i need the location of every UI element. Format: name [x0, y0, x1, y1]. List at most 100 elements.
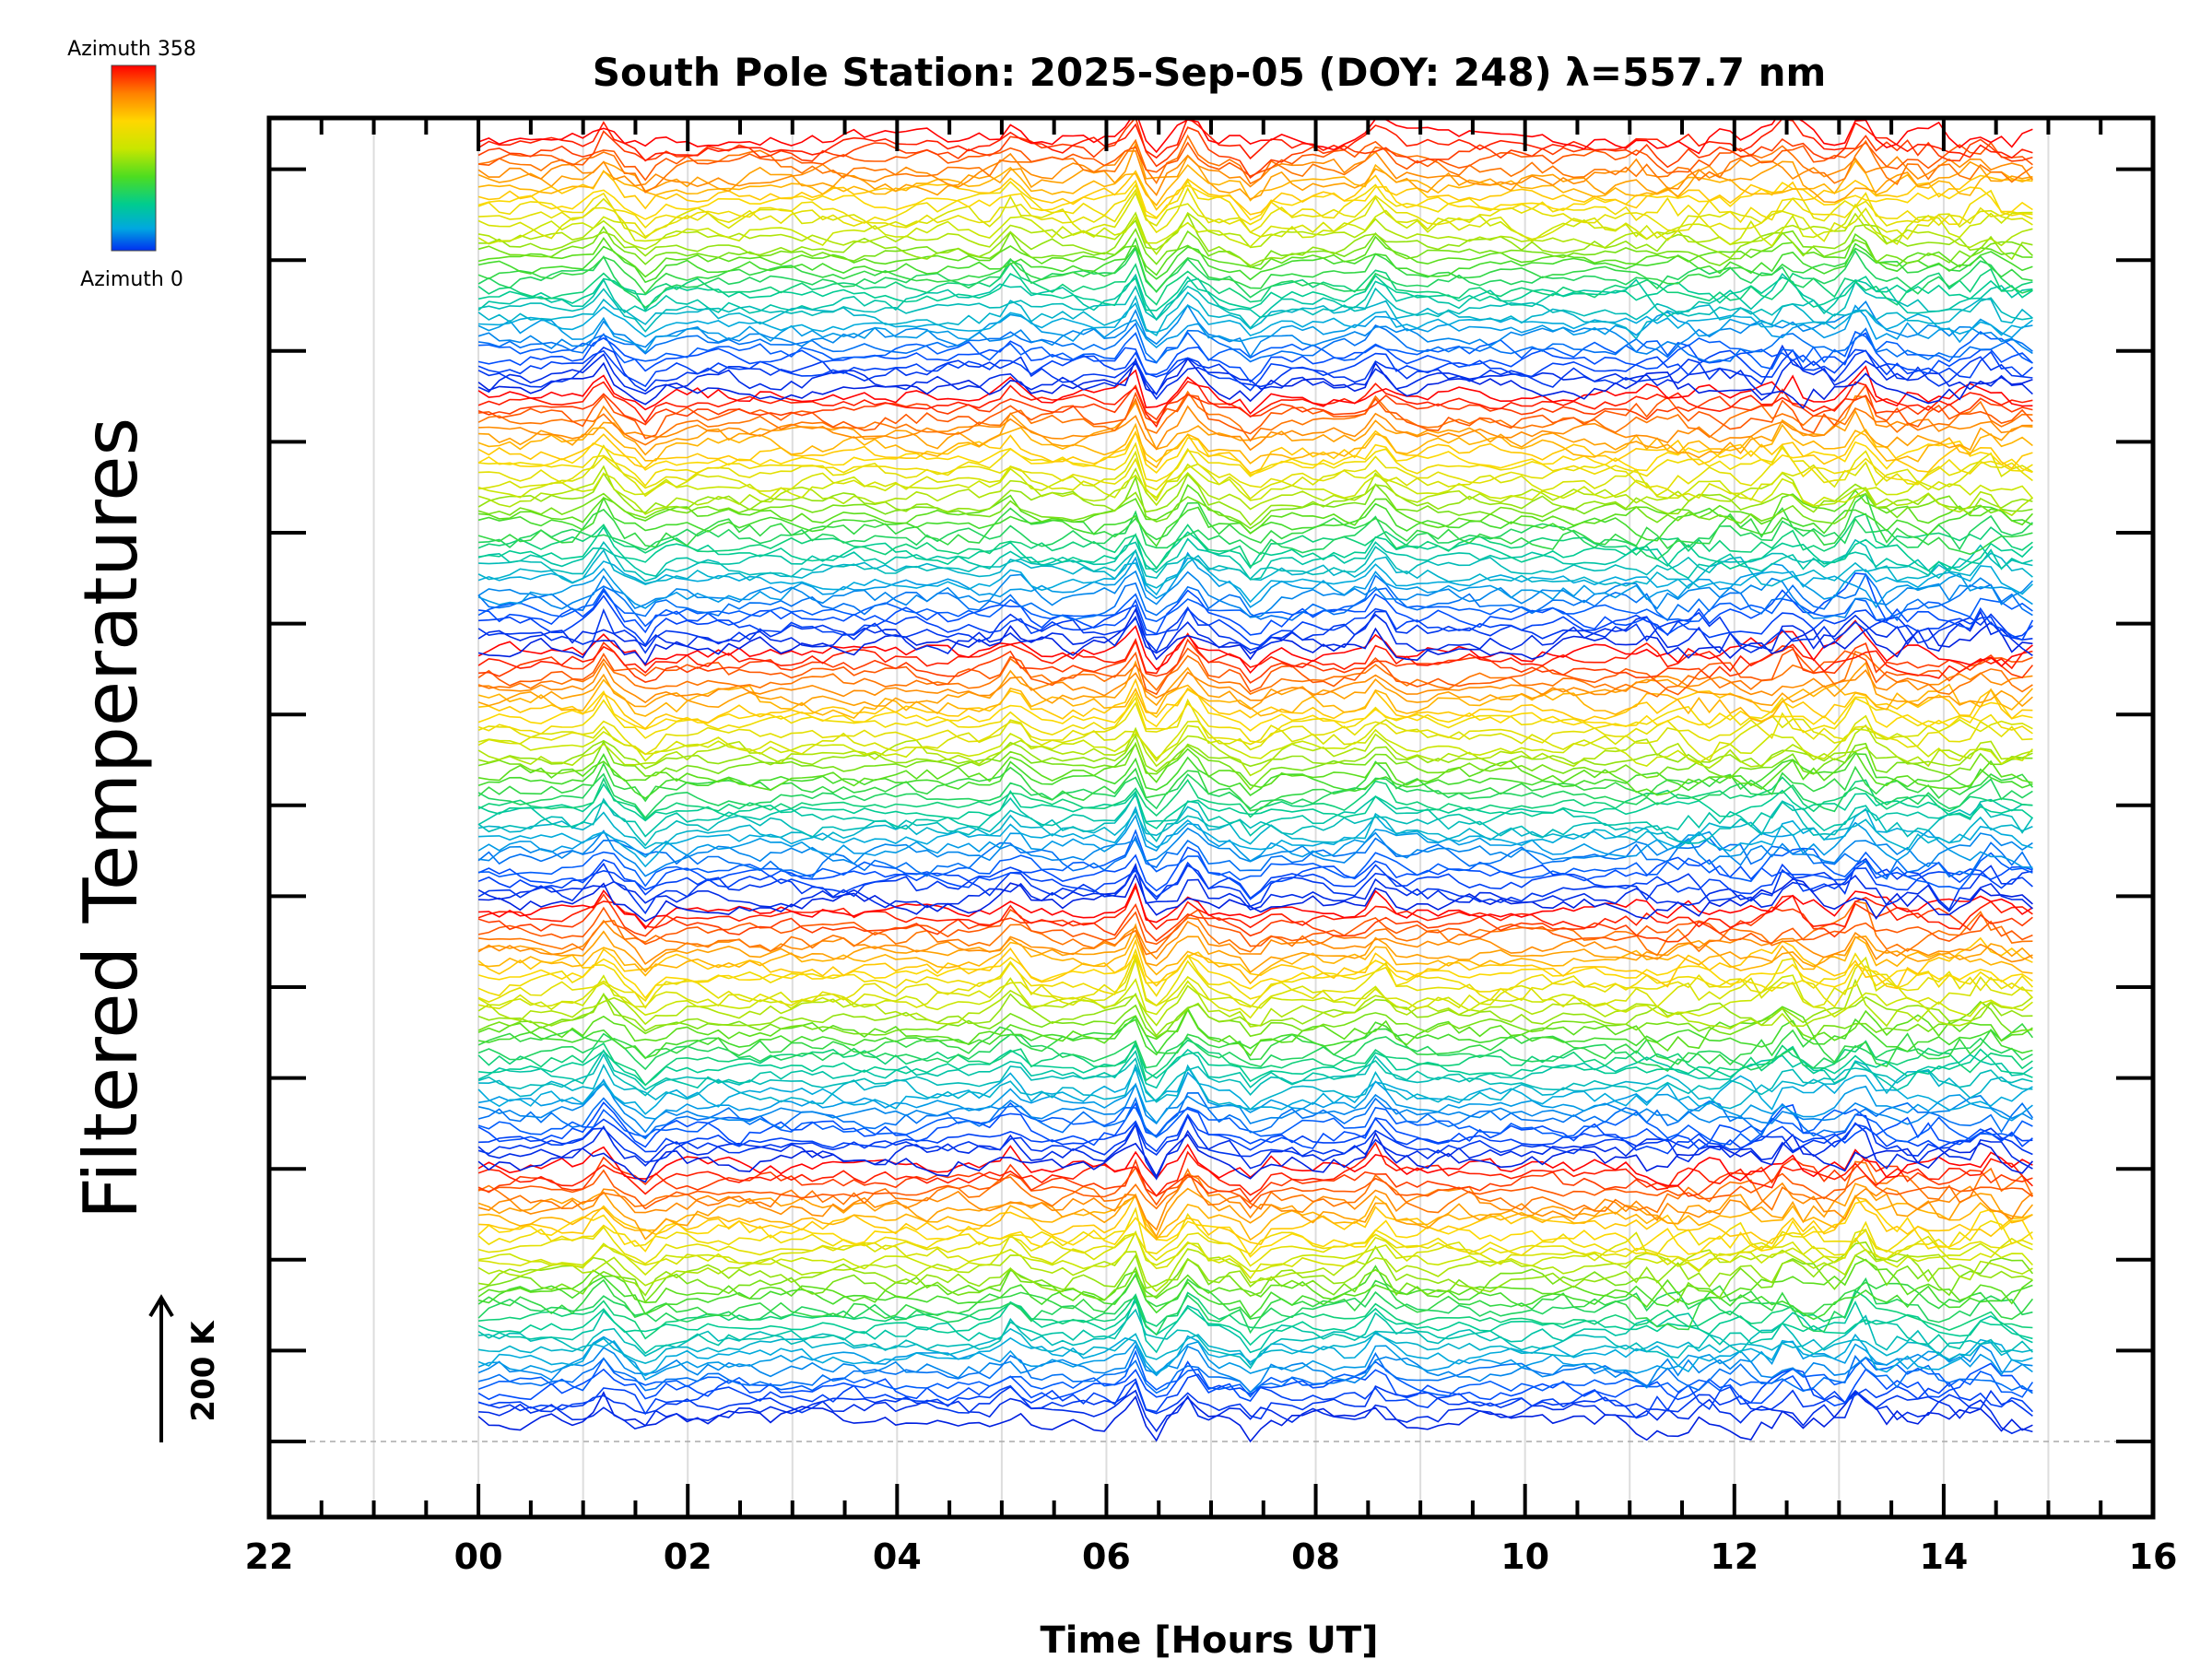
series-line [477, 1344, 2033, 1394]
series-line [478, 394, 2033, 452]
series-line [477, 272, 2033, 312]
series-line [477, 740, 2033, 791]
series-line [477, 956, 2033, 1019]
axes [266, 115, 2156, 1520]
series-line [477, 647, 2033, 696]
series-line [477, 512, 2033, 570]
series-line [478, 1193, 2033, 1245]
series-line [477, 1182, 2034, 1241]
series-line [477, 688, 2033, 732]
series-line [477, 348, 2033, 392]
series-line [478, 882, 2033, 930]
series-line [477, 1241, 2033, 1297]
series-line [478, 1060, 2033, 1111]
series-line [477, 357, 2033, 410]
series-line [477, 232, 2033, 278]
series-line [477, 1131, 2034, 1183]
series-line [477, 884, 2033, 931]
series-line [477, 1226, 2033, 1267]
series-line [477, 1113, 2033, 1163]
series-line [477, 793, 2033, 838]
series-line [477, 1053, 2033, 1103]
series-line [477, 118, 2033, 179]
series-line [477, 557, 2033, 604]
x-tick-label: 10 [1500, 1536, 1549, 1577]
series-line [477, 814, 2033, 868]
series-line [477, 1360, 2033, 1406]
series-line [477, 170, 2033, 216]
series-line [477, 1277, 2033, 1336]
series-line [477, 1230, 2033, 1277]
series-line [477, 724, 2033, 767]
series-line [477, 272, 2033, 322]
series-line [477, 570, 2033, 619]
series-line [477, 1265, 2033, 1321]
series-line [477, 742, 2033, 796]
series-line [477, 149, 2034, 196]
series-line [478, 806, 2033, 868]
series-line [477, 1390, 2033, 1443]
series-line [478, 572, 2034, 641]
series-line [477, 191, 2033, 242]
series-line [478, 301, 2033, 338]
series-line [478, 900, 2033, 957]
colorbar-top-label: Azimuth 358 [67, 38, 196, 61]
series-line [477, 610, 2033, 656]
series-line [477, 919, 2033, 966]
series-line [477, 834, 2034, 880]
series-line [477, 159, 2033, 206]
x-tick-label: 16 [2129, 1536, 2178, 1577]
x-tick-label: 14 [1919, 1536, 1968, 1577]
series-line [478, 186, 2033, 238]
series-line [477, 1091, 2034, 1140]
series-line [477, 304, 2033, 354]
series-line [477, 1380, 2033, 1420]
series-line [477, 619, 2033, 675]
series-line [477, 734, 2033, 773]
series-line [478, 1043, 2033, 1087]
series-line [477, 291, 2033, 340]
series-line [477, 332, 2033, 383]
series-line [477, 422, 2033, 469]
series-line [477, 974, 2033, 1018]
series-line [478, 1113, 2033, 1155]
series-line [477, 211, 2033, 256]
series-line [477, 827, 2033, 877]
series-line [477, 978, 2033, 1030]
series-line [478, 400, 2033, 459]
x-tick-label: 08 [1291, 1536, 1340, 1577]
y-axis-label: Filtered Temperatures [68, 418, 154, 1219]
series-line [477, 1156, 2033, 1204]
series-line [477, 134, 2033, 194]
series-line [478, 594, 2033, 647]
series-line [477, 724, 2033, 777]
series-line [477, 322, 2033, 364]
series-line [477, 472, 2033, 526]
series-line [477, 1351, 2033, 1394]
series-line [477, 1206, 2033, 1256]
series-line [477, 606, 2033, 654]
series-line [478, 661, 2033, 704]
series-line [477, 1172, 2033, 1231]
series-line [477, 863, 2033, 912]
series-line [477, 537, 2033, 581]
series-line [478, 510, 2033, 560]
series-line [477, 1272, 2034, 1331]
series-group [477, 118, 2034, 1443]
series-line [477, 118, 2033, 162]
series-line [478, 1389, 2033, 1435]
x-tick-label: 06 [1082, 1536, 1131, 1577]
series-line [477, 1071, 2033, 1124]
scale-bar: 200 K [148, 1294, 222, 1442]
series-line [477, 1065, 2033, 1115]
series-line [477, 906, 2033, 947]
series-line [477, 678, 2033, 724]
x-tick-label: 12 [1710, 1536, 1759, 1577]
series-line [477, 696, 2033, 744]
x-tick-label: 00 [454, 1536, 503, 1577]
chart-title: South Pole Station: 2025-Sep-05 (DOY: 24… [593, 50, 1827, 95]
series-line [477, 1006, 2033, 1059]
x-tick-label: 02 [664, 1536, 712, 1577]
series-line [478, 441, 2033, 488]
series-line [478, 330, 2033, 371]
